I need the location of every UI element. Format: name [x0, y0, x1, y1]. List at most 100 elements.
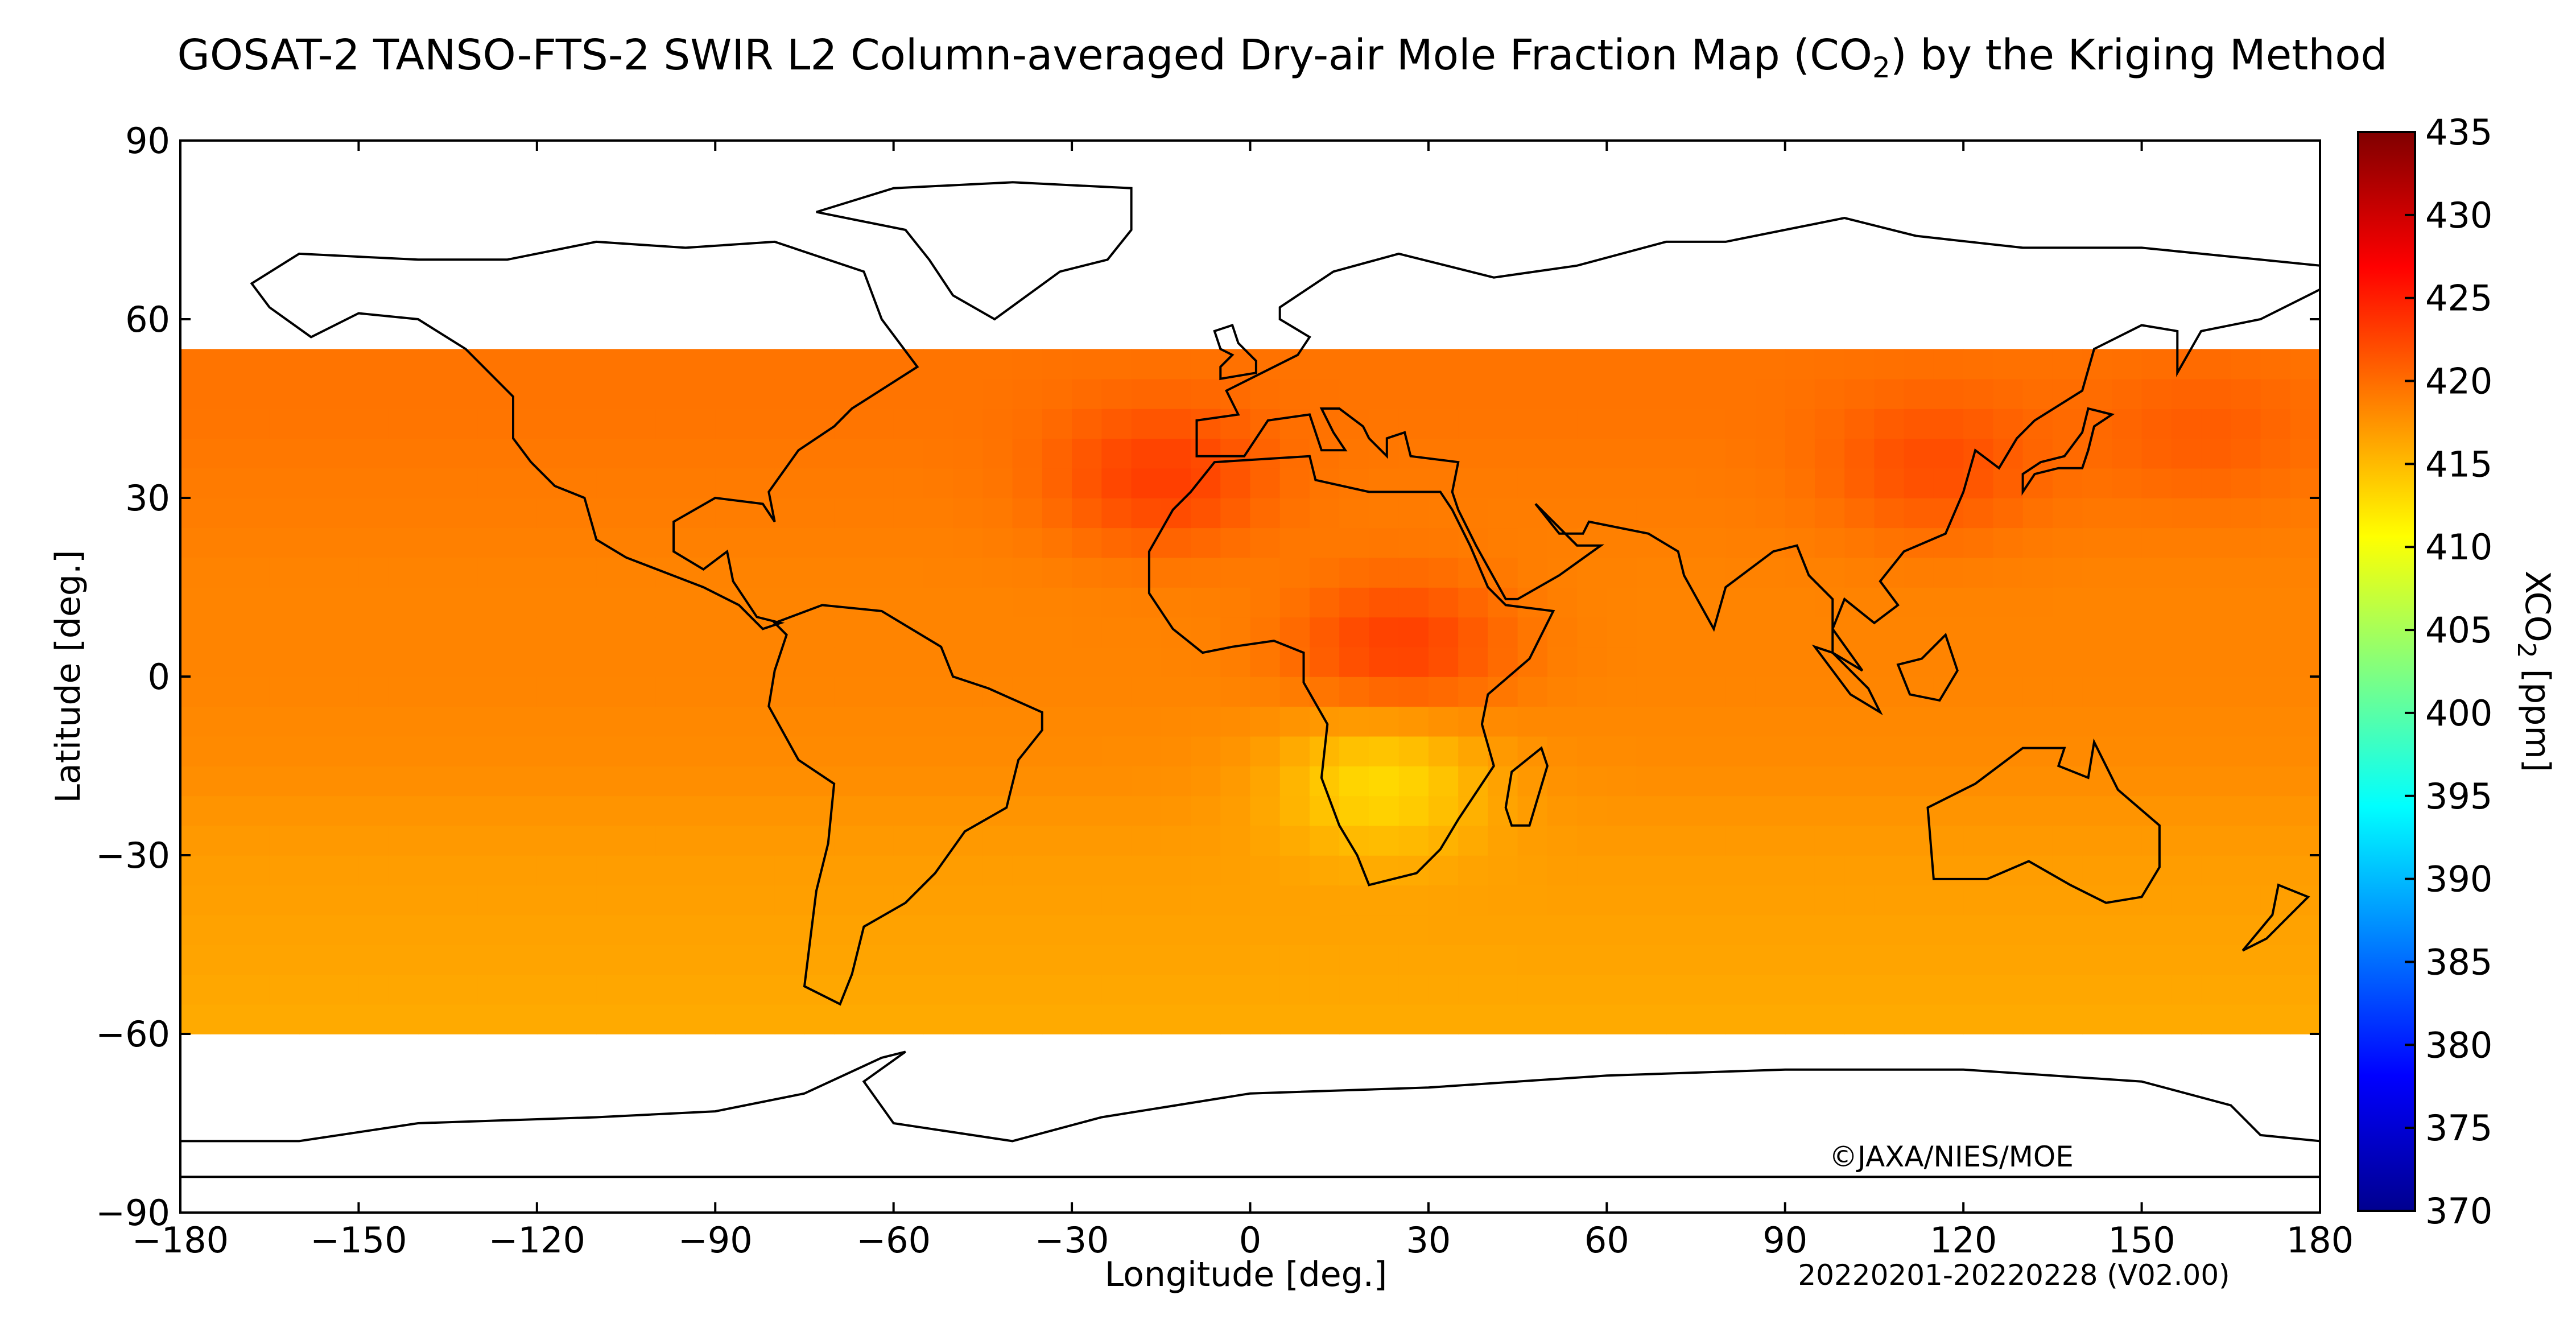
heatmap-cell — [1577, 378, 1608, 409]
heatmap-cell — [686, 1004, 716, 1034]
heatmap-cell — [299, 706, 329, 737]
heatmap-cell — [2171, 766, 2202, 797]
heatmap-cell — [1101, 498, 1132, 529]
heatmap-cell — [240, 677, 270, 707]
heatmap-cell — [1725, 409, 1756, 439]
heatmap-cell — [686, 617, 716, 648]
heatmap-cell — [893, 409, 924, 439]
heatmap-cell — [2231, 825, 2261, 856]
heatmap-cell — [1517, 587, 1548, 618]
heatmap-cell — [2231, 1004, 2261, 1034]
heatmap-cell — [269, 587, 300, 618]
heatmap-cell — [655, 498, 686, 529]
heatmap-cell — [567, 825, 597, 856]
heatmap-cell — [1814, 409, 1846, 439]
chart-title: GOSAT-2 TANSO-FTS-2 SWIR L2 Column-avera… — [177, 31, 2388, 84]
heatmap-cell — [2141, 617, 2172, 648]
heatmap-cell — [1131, 736, 1162, 766]
heatmap-cell — [1547, 855, 1578, 886]
heatmap-cell — [1220, 527, 1251, 558]
heatmap-cell — [715, 349, 746, 380]
heatmap-cell — [1844, 349, 1875, 380]
heatmap-cell — [1398, 677, 1429, 707]
heatmap-cell — [269, 468, 300, 498]
heatmap-cell — [477, 617, 508, 648]
heatmap-cell — [2201, 646, 2232, 677]
heatmap-cell — [2052, 945, 2083, 975]
heatmap-cell — [1577, 825, 1608, 856]
heatmap-cell — [1963, 409, 1994, 439]
heatmap-cell — [1012, 885, 1043, 916]
heatmap-cell — [1072, 1004, 1103, 1034]
heatmap-cell — [418, 795, 448, 826]
heatmap-cell — [774, 706, 805, 737]
heatmap-cell — [2231, 587, 2261, 618]
heatmap-cell — [1577, 945, 1608, 975]
heatmap-cell — [477, 825, 508, 856]
heatmap-cell — [1725, 825, 1756, 856]
heatmap-cell — [1993, 646, 2024, 677]
heatmap-cell — [1279, 795, 1310, 826]
heatmap-cell — [1963, 706, 1994, 737]
heatmap-cell — [1220, 617, 1251, 648]
heatmap-cell — [774, 557, 805, 588]
heatmap-cell — [1696, 706, 1727, 737]
heatmap-cell — [2201, 527, 2232, 558]
heatmap-cell — [1904, 914, 1934, 945]
heatmap-cell — [1755, 646, 1786, 677]
heatmap-cell — [240, 736, 270, 766]
heatmap-cell — [1339, 736, 1370, 766]
heatmap-cell — [2290, 795, 2320, 826]
heatmap-cell — [1725, 587, 1756, 618]
heatmap-cell — [2022, 587, 2053, 618]
heatmap-cell — [299, 914, 329, 945]
heatmap-cell — [2141, 378, 2172, 409]
heatmap-cell — [418, 945, 448, 975]
heatmap-cell — [1696, 349, 1727, 380]
heatmap-cell — [834, 736, 865, 766]
heatmap-cell — [2112, 527, 2142, 558]
heatmap-cell — [804, 646, 835, 677]
heatmap-cell — [388, 617, 419, 648]
heatmap-cell — [655, 914, 686, 945]
heatmap-cell — [1785, 438, 1815, 469]
heatmap-cell — [2022, 706, 2053, 737]
heatmap-cell — [1666, 706, 1696, 737]
heatmap-cell — [1458, 1004, 1489, 1034]
heatmap-cell — [448, 468, 478, 498]
heatmap-cell — [1844, 825, 1875, 856]
heatmap-cell — [1191, 736, 1221, 766]
heatmap-cell — [1220, 706, 1251, 737]
heatmap-cell — [536, 1004, 567, 1034]
heatmap-cell — [745, 766, 775, 797]
heatmap-cell — [1488, 974, 1518, 1005]
heatmap-cell — [1755, 677, 1786, 707]
heatmap-cell — [1101, 766, 1132, 797]
heatmap-cell — [388, 349, 419, 380]
heatmap-cell — [1547, 349, 1578, 380]
heatmap-cell — [864, 587, 894, 618]
heatmap-cell — [1131, 646, 1162, 677]
heatmap-cell — [2171, 914, 2202, 945]
heatmap-cell — [774, 498, 805, 529]
heatmap-cell — [1636, 1004, 1667, 1034]
heatmap-cell — [982, 736, 1013, 766]
heatmap-cell — [240, 945, 270, 975]
heatmap-cell — [2201, 885, 2232, 916]
heatmap-cell — [953, 974, 984, 1005]
heatmap-cell — [2052, 974, 2083, 1005]
heatmap-cell — [1607, 855, 1637, 886]
heatmap-cell — [1309, 557, 1340, 588]
colorbar-tick-label: 380 — [2425, 1024, 2492, 1066]
heatmap-cell — [1339, 885, 1370, 916]
heatmap-cell — [1072, 914, 1103, 945]
heatmap-cell — [1547, 1004, 1578, 1034]
heatmap-cell — [240, 349, 270, 380]
heatmap-cell — [2082, 527, 2113, 558]
heatmap-cell — [2231, 885, 2261, 916]
heatmap-cell — [715, 617, 746, 648]
heatmap-cell — [1398, 885, 1429, 916]
heatmap-cell — [1963, 825, 1994, 856]
heatmap-cell — [626, 766, 657, 797]
heatmap-cell — [953, 736, 984, 766]
